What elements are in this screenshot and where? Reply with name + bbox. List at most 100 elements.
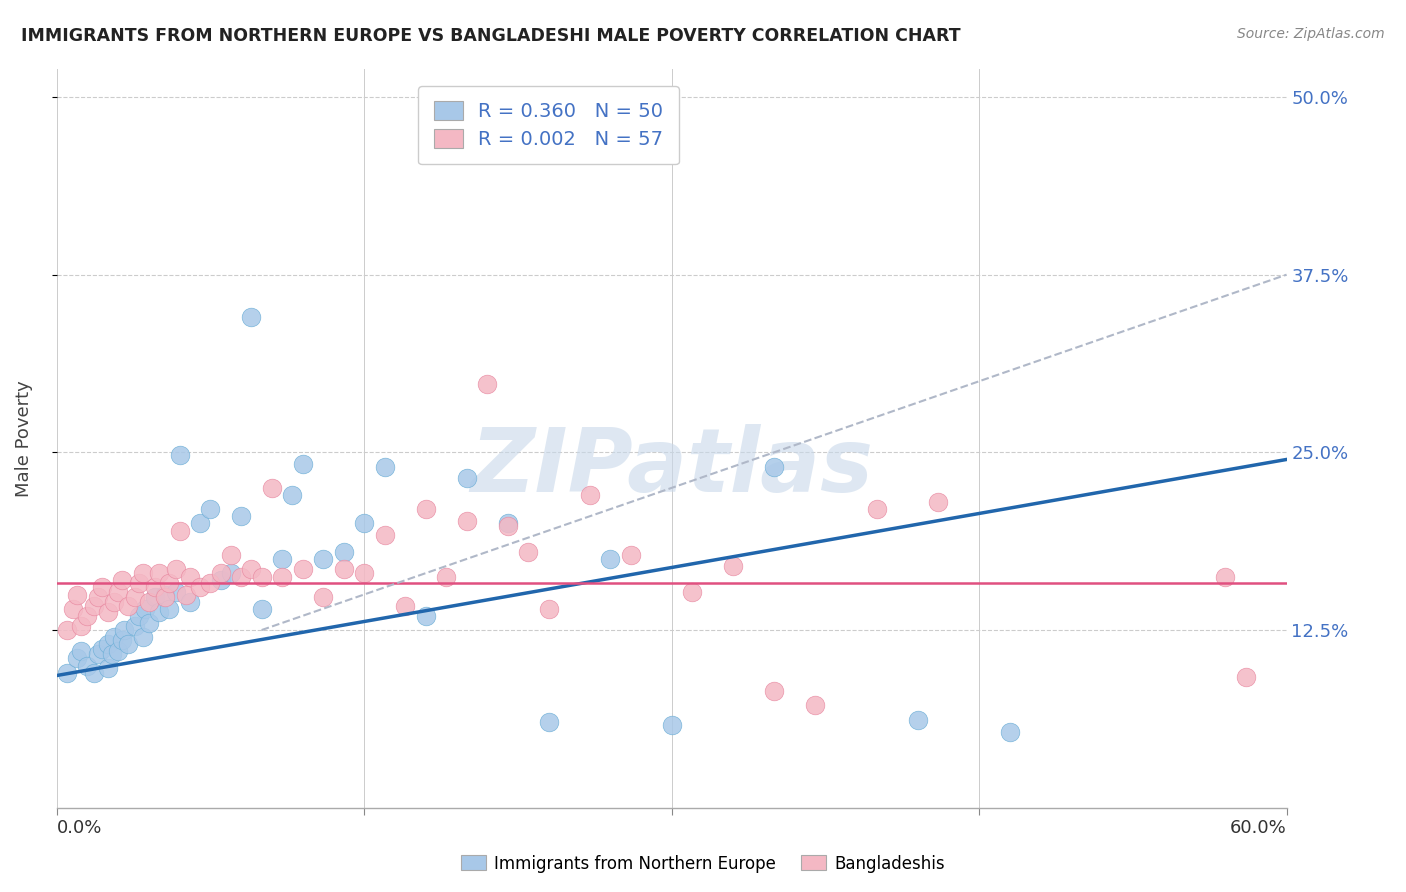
Point (927, 495, 949, 509)
Point (219, 548, 242, 562)
Point (148, 605, 170, 619)
Point (157, 601, 180, 615)
Text: ZIPatlas: ZIPatlas (470, 425, 873, 511)
Point (179, 570, 201, 584)
Point (763, 459, 786, 474)
Point (165, 562, 187, 576)
Point (865, 502, 887, 516)
Point (188, 516, 211, 531)
Point (229, 509, 252, 524)
Point (374, 528, 396, 542)
Point (134, 601, 156, 615)
Point (169, 448, 191, 462)
Point (97, 661, 120, 675)
Point (132, 630, 155, 644)
Point (66, 587, 89, 601)
Point (66, 651, 89, 665)
Point (219, 566, 242, 581)
Point (496, 519, 519, 533)
Point (107, 584, 129, 599)
Point (415, 608, 437, 623)
Point (804, 698, 827, 713)
Point (148, 566, 170, 581)
Text: Source: ZipAtlas.com: Source: ZipAtlas.com (1237, 27, 1385, 41)
Point (90, 641, 112, 656)
Point (291, 457, 314, 471)
Point (998, 725, 1021, 739)
Point (165, 584, 187, 599)
Point (138, 594, 160, 608)
Point (271, 570, 294, 584)
Point (353, 566, 375, 581)
Point (200, 502, 222, 516)
Point (240, 562, 263, 576)
Point (124, 591, 146, 605)
Point (117, 637, 139, 651)
Point (132, 566, 155, 581)
Point (179, 594, 201, 608)
Point (260, 481, 283, 495)
Point (124, 619, 146, 633)
Point (229, 570, 252, 584)
Point (70, 644, 93, 658)
Point (188, 581, 211, 595)
Legend: R = 0.360   N = 50, R = 0.002   N = 57: R = 0.360 N = 50, R = 0.002 N = 57 (418, 86, 679, 164)
Point (475, 377, 498, 392)
Point (661, 718, 683, 732)
Point (90, 581, 112, 595)
Point (97, 605, 120, 619)
Point (312, 591, 335, 605)
Point (599, 552, 621, 566)
Text: 60.0%: 60.0% (1230, 819, 1286, 837)
Point (312, 552, 335, 566)
Point (155, 591, 177, 605)
Point (394, 599, 416, 613)
Point (138, 615, 160, 630)
Point (169, 524, 191, 538)
Point (83, 665, 105, 680)
Point (620, 548, 643, 562)
Point (143, 581, 166, 595)
Point (103, 630, 125, 644)
Point (907, 713, 929, 727)
Point (721, 559, 744, 574)
Point (111, 632, 134, 647)
Point (517, 545, 540, 559)
Point (291, 562, 314, 576)
Point (155, 587, 177, 601)
Text: IMMIGRANTS FROM NORTHERN EUROPE VS BANGLADESHI MALE POVERTY CORRELATION CHART: IMMIGRANTS FROM NORTHERN EUROPE VS BANGL… (21, 27, 960, 45)
Point (353, 516, 375, 531)
Point (56, 623, 79, 637)
Point (112, 623, 135, 637)
Point (97, 637, 120, 651)
Point (763, 684, 786, 698)
Point (62, 601, 84, 615)
Point (271, 552, 294, 566)
Point (103, 594, 125, 608)
Y-axis label: Male Poverty: Male Poverty (15, 380, 32, 497)
Point (434, 570, 457, 584)
Point (70, 619, 93, 633)
Point (128, 576, 150, 591)
Point (281, 488, 304, 502)
Point (101, 647, 124, 661)
Point (374, 459, 396, 474)
Point (250, 570, 273, 584)
Point (415, 502, 437, 516)
Point (681, 584, 703, 599)
Point (76, 608, 98, 623)
Legend: Immigrants from Northern Europe, Bangladeshis: Immigrants from Northern Europe, Banglad… (454, 848, 952, 880)
Point (578, 488, 600, 502)
Point (332, 562, 354, 576)
Point (111, 574, 134, 588)
Point (76, 658, 98, 673)
Point (128, 608, 150, 623)
Point (86, 647, 108, 661)
Point (456, 471, 478, 485)
Point (537, 715, 560, 730)
Point (209, 566, 232, 581)
Point (117, 599, 139, 613)
Point (143, 591, 166, 605)
Point (56, 665, 79, 680)
Point (537, 601, 560, 615)
